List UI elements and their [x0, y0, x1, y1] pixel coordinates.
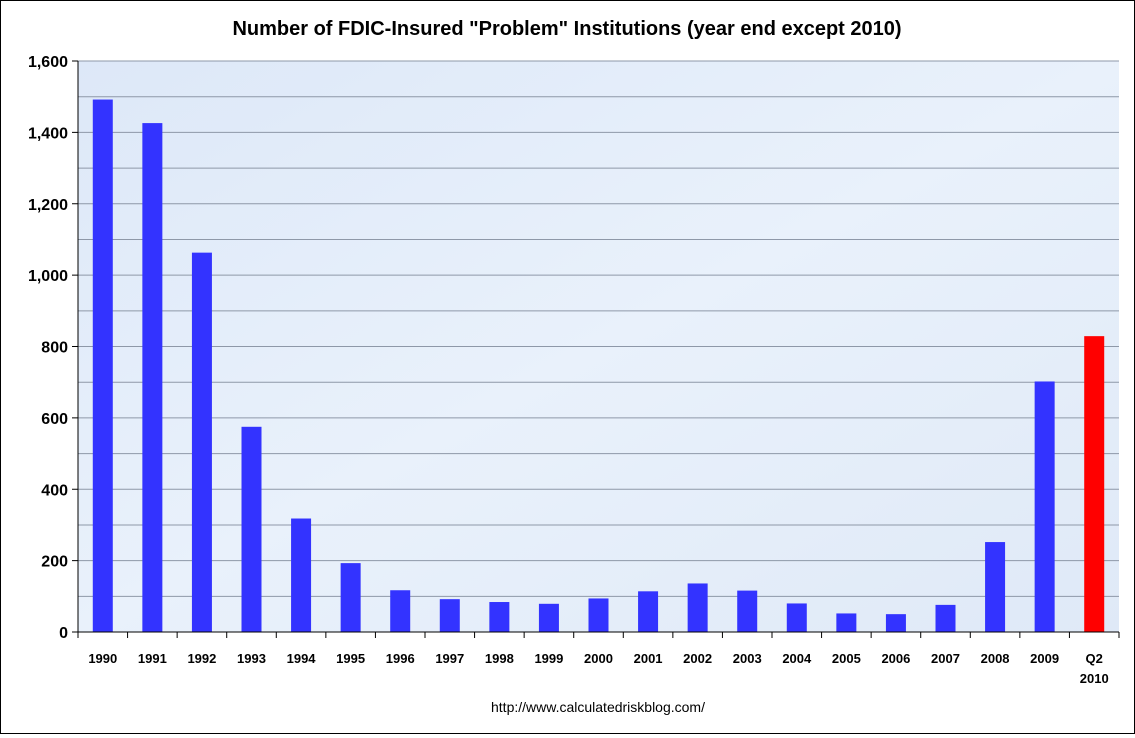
- bar-q2-2010: [1084, 336, 1105, 632]
- bar-2003: [737, 590, 758, 632]
- y-tick-label: 0: [59, 625, 68, 642]
- bar-1998: [489, 602, 510, 632]
- bar-1991: [142, 123, 163, 632]
- x-tick-label: 1997: [435, 651, 464, 666]
- x-tick-label: 2003: [733, 651, 762, 666]
- bar-2008: [985, 542, 1006, 632]
- x-tick-label: 1990: [88, 651, 117, 666]
- y-tick-label: 400: [41, 482, 68, 499]
- bars: [92, 99, 1105, 633]
- source-url: http://www.calculatedriskblog.com/: [491, 699, 705, 715]
- x-tick-label: 2001: [634, 651, 663, 666]
- bar-1996: [390, 590, 411, 632]
- y-tick-label: 800: [41, 340, 68, 357]
- chart-title: Number of FDIC-Insured "Problem" Institu…: [232, 18, 901, 40]
- x-tick-label: 1991: [138, 651, 167, 666]
- x-tick-label: 2008: [981, 651, 1010, 666]
- bar-2005: [836, 613, 857, 632]
- x-tick-label: 2004: [782, 651, 812, 666]
- y-tick-label: 600: [41, 411, 68, 428]
- bar-1997: [439, 599, 460, 632]
- bar-1999: [538, 603, 559, 632]
- x-axis: 1990 1991 1992 1993 1994 1995 1996 1997 1998 1999…: [77, 631, 1120, 686]
- bar-2001: [638, 591, 659, 632]
- x-tick-label: 2009: [1030, 651, 1059, 666]
- x-tick-label: 2002: [683, 651, 712, 666]
- x-tick-label: 1998: [485, 651, 514, 666]
- x-tick-label: 1992: [187, 651, 216, 666]
- bar-2000: [588, 598, 609, 632]
- y-tick-label: 1,200: [28, 197, 68, 214]
- bar-1993: [241, 426, 262, 632]
- x-tick-label: 1999: [534, 651, 563, 666]
- bar-1995: [340, 563, 361, 632]
- bar-2002: [687, 583, 708, 632]
- x-tick-label: 2000: [584, 651, 613, 666]
- y-tick-label: 1,000: [28, 268, 68, 285]
- x-tick-label: Q2 2010: [1080, 651, 1109, 686]
- bar-1990: [92, 99, 113, 633]
- y-tick-label: 200: [41, 554, 68, 571]
- bar-1992: [191, 252, 212, 632]
- y-axis: 0 200 400 600 800 1,000 1,200 1,400 1,600: [28, 54, 79, 642]
- x-tick-label: 1994: [287, 651, 317, 666]
- bar-2004: [786, 603, 807, 632]
- bar-2009: [1034, 381, 1055, 632]
- y-tick-label: 1,600: [28, 54, 68, 71]
- bar-2007: [935, 604, 956, 632]
- x-tick-label: 2006: [881, 651, 910, 666]
- bar-1994: [291, 518, 312, 632]
- x-tick-label: 1996: [386, 651, 415, 666]
- y-tick-label: 1,400: [28, 125, 68, 142]
- x-tick-label: 2007: [931, 651, 960, 666]
- bar-2006: [885, 614, 906, 632]
- x-tick-label: 2005: [832, 651, 861, 666]
- x-tick-label: 1993: [237, 651, 266, 666]
- x-tick-label: 1995: [336, 651, 365, 666]
